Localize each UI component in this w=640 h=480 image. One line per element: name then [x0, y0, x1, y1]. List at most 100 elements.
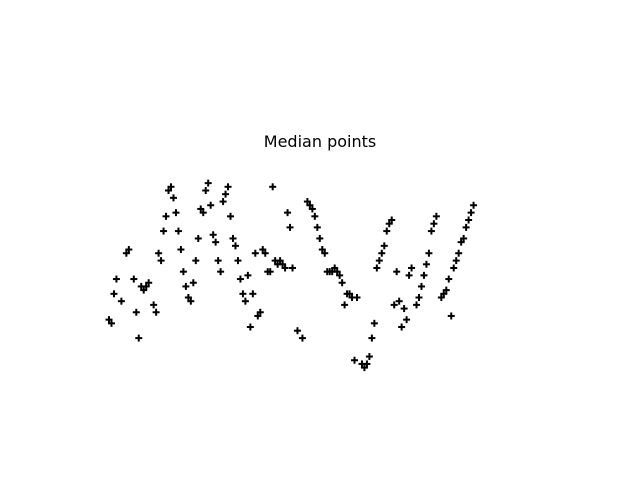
- data-point: [189, 279, 197, 287]
- data-point: [219, 198, 227, 206]
- data-point: [246, 323, 254, 331]
- data-point: [378, 249, 386, 257]
- data-point: [375, 257, 383, 265]
- data-point: [174, 227, 182, 235]
- data-point: [227, 212, 235, 220]
- data-point: [405, 271, 413, 279]
- data-point: [452, 257, 460, 265]
- data-point: [318, 246, 326, 254]
- data-point: [212, 238, 220, 246]
- data-point: [298, 334, 306, 342]
- data-point: [256, 308, 264, 316]
- data-point: [184, 294, 192, 301]
- data-point: [249, 290, 257, 298]
- data-point: [427, 227, 435, 235]
- data-point: [465, 216, 473, 224]
- data-point: [259, 246, 267, 254]
- data-point: [346, 290, 354, 298]
- data-point: [390, 301, 398, 309]
- data-point: [351, 356, 359, 364]
- data-point: [145, 279, 153, 287]
- data-point: [110, 290, 118, 298]
- data-point: [152, 308, 160, 316]
- data-point: [336, 271, 344, 279]
- data-point: [269, 183, 277, 191]
- data-point: [157, 257, 165, 265]
- data-point: [284, 209, 292, 217]
- data-point: [214, 257, 222, 265]
- data-point: [202, 186, 210, 194]
- data-point: [130, 275, 138, 283]
- data-point: [331, 264, 339, 272]
- data-point: [224, 183, 232, 191]
- data-point: [380, 242, 388, 250]
- data-point: [440, 290, 448, 298]
- data-point: [413, 301, 421, 309]
- data-point: [316, 234, 324, 242]
- data-point: [112, 275, 120, 283]
- data-point: [470, 201, 478, 209]
- data-point: [229, 234, 237, 242]
- data-point: [125, 246, 133, 254]
- data-point: [281, 264, 289, 272]
- data-point: [308, 205, 316, 213]
- data-point: [142, 282, 150, 290]
- data-point: [311, 212, 319, 220]
- data-point: [172, 209, 180, 217]
- data-point: [425, 249, 433, 257]
- data-point: [204, 179, 212, 187]
- data-point: [117, 297, 125, 305]
- data-point: [140, 286, 148, 294]
- data-point: [231, 242, 239, 250]
- data-point: [341, 301, 349, 309]
- data-point: [462, 223, 470, 231]
- data-point: [338, 279, 346, 287]
- data-point: [165, 186, 173, 194]
- data-point: [385, 220, 393, 228]
- data-point: [107, 319, 115, 327]
- data-point: [403, 316, 411, 324]
- data-point: [155, 249, 163, 257]
- data-point: [321, 249, 329, 257]
- data-point: [122, 249, 130, 257]
- data-point: [266, 268, 274, 276]
- data-point: [182, 282, 190, 290]
- data-point: [194, 234, 202, 242]
- data-point: [160, 227, 168, 235]
- data-point: [445, 275, 453, 283]
- data-point: [241, 297, 249, 305]
- data-point: [289, 264, 297, 272]
- data-point: [408, 264, 416, 272]
- data-point: [447, 312, 455, 320]
- data-point: [217, 268, 225, 276]
- data-point: [417, 282, 425, 290]
- data-point: [276, 257, 284, 265]
- data-point: [179, 268, 187, 276]
- data-point: [169, 194, 177, 202]
- data-point: [455, 249, 463, 257]
- data-point: [207, 201, 215, 209]
- data-point: [460, 234, 468, 242]
- data-point: [360, 364, 368, 372]
- data-point: [400, 305, 408, 313]
- data-point: [363, 360, 371, 368]
- data-point: [254, 312, 262, 320]
- data-point: [368, 334, 376, 342]
- data-points: [105, 179, 478, 372]
- data-point: [370, 319, 378, 327]
- data-point: [303, 198, 311, 206]
- data-point: [239, 290, 247, 298]
- data-point: [236, 275, 244, 283]
- data-point: [286, 223, 294, 231]
- data-point: [450, 264, 458, 272]
- data-point: [313, 223, 321, 231]
- data-point: [430, 220, 438, 228]
- chart-title: Median points: [263, 132, 377, 151]
- data-point: [177, 246, 185, 254]
- data-point: [293, 327, 301, 335]
- data-point: [187, 297, 195, 305]
- data-point: [373, 264, 381, 272]
- data-point: [209, 231, 217, 239]
- data-point: [192, 257, 200, 265]
